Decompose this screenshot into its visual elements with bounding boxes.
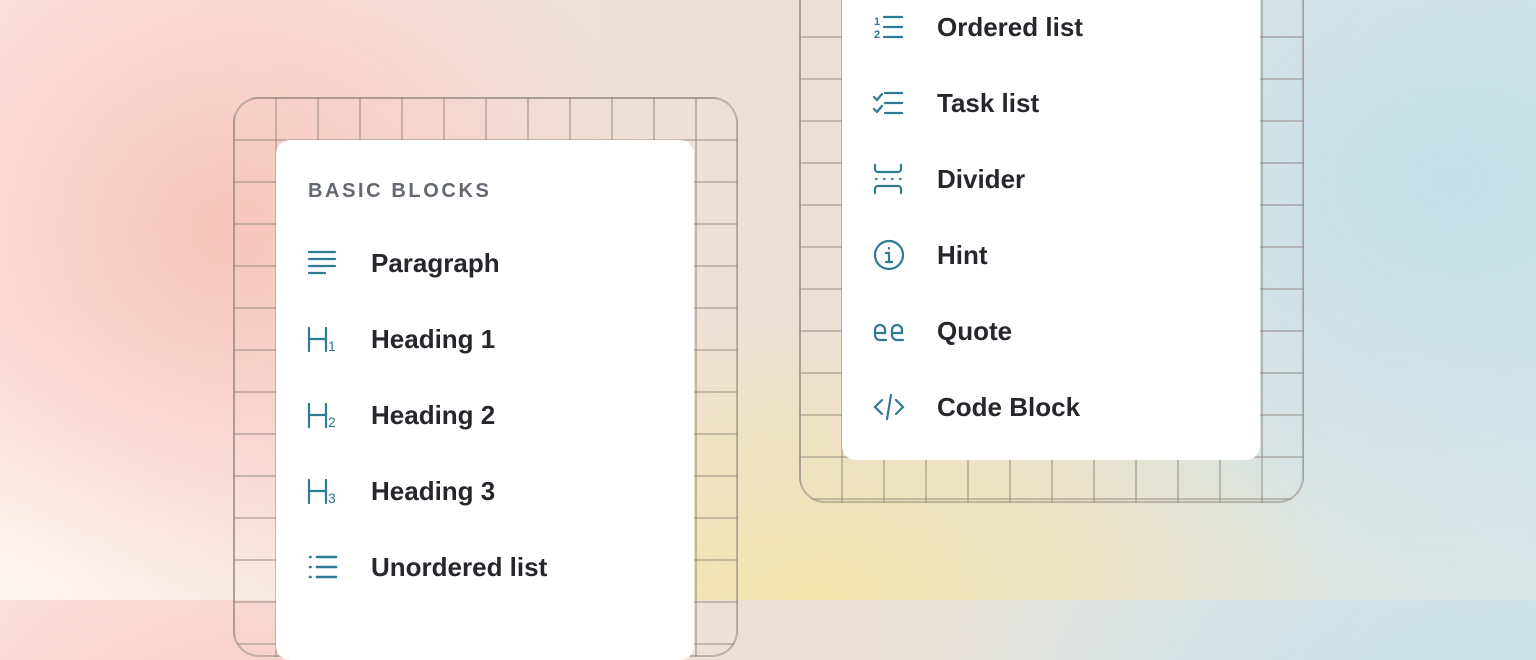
svg-text:2: 2 [874,29,880,41]
menu-item-label: Divider [937,163,1026,194]
heading-2-icon: 2 [307,402,336,430]
menu-item-label: Hint [937,239,988,270]
menu-item-unordered-list[interactable]: Unordered list [306,547,666,587]
info-icon [873,239,905,271]
unordered-list-icon [308,555,338,579]
section-title: BASIC BLOCKS [308,180,492,202]
menu-item-task-list[interactable]: Task list [872,83,1232,123]
svg-text:1: 1 [328,338,336,354]
menu-item-label: Task list [937,87,1040,118]
menu-item-hint[interactable]: Hint [872,235,1232,275]
task-list-icon [872,91,904,115]
svg-text:3: 3 [328,490,336,506]
block-menu-left: BASIC BLOCKS Paragraph 1 Heading 1 2 Hea… [276,140,694,660]
menu-item-label: Heading 2 [371,399,496,430]
menu-item-label: Ordered list [937,11,1083,42]
heading-3-icon: 3 [307,478,336,506]
paragraph-icon [307,250,337,275]
menu-item-heading-3[interactable]: 3 Heading 3 [306,471,666,511]
menu-item-label: Unordered list [371,551,548,582]
ordered-list-icon: 12 [874,15,904,41]
menu-item-label: Code Block [937,391,1081,422]
menu-item-label: Paragraph [371,247,500,278]
quote-icon [873,323,905,342]
menu-item-paragraph[interactable]: Paragraph [306,243,666,283]
menu-item-divider[interactable]: Divider [872,159,1232,199]
menu-item-label: Quote [937,315,1013,346]
menu-item-label: Heading 3 [371,475,496,506]
code-icon [873,393,905,421]
divider-icon [873,163,903,195]
menu-item-label: Heading 1 [371,323,496,354]
svg-text:2: 2 [328,414,336,430]
menu-item-heading-2[interactable]: 2 Heading 2 [306,395,666,435]
menu-item-quote[interactable]: Quote [872,311,1232,351]
menu-item-heading-1[interactable]: 1 Heading 1 [306,319,666,359]
svg-text:1: 1 [874,16,880,28]
heading-1-icon: 1 [307,326,336,354]
menu-item-code-block[interactable]: Code Block [872,387,1232,427]
